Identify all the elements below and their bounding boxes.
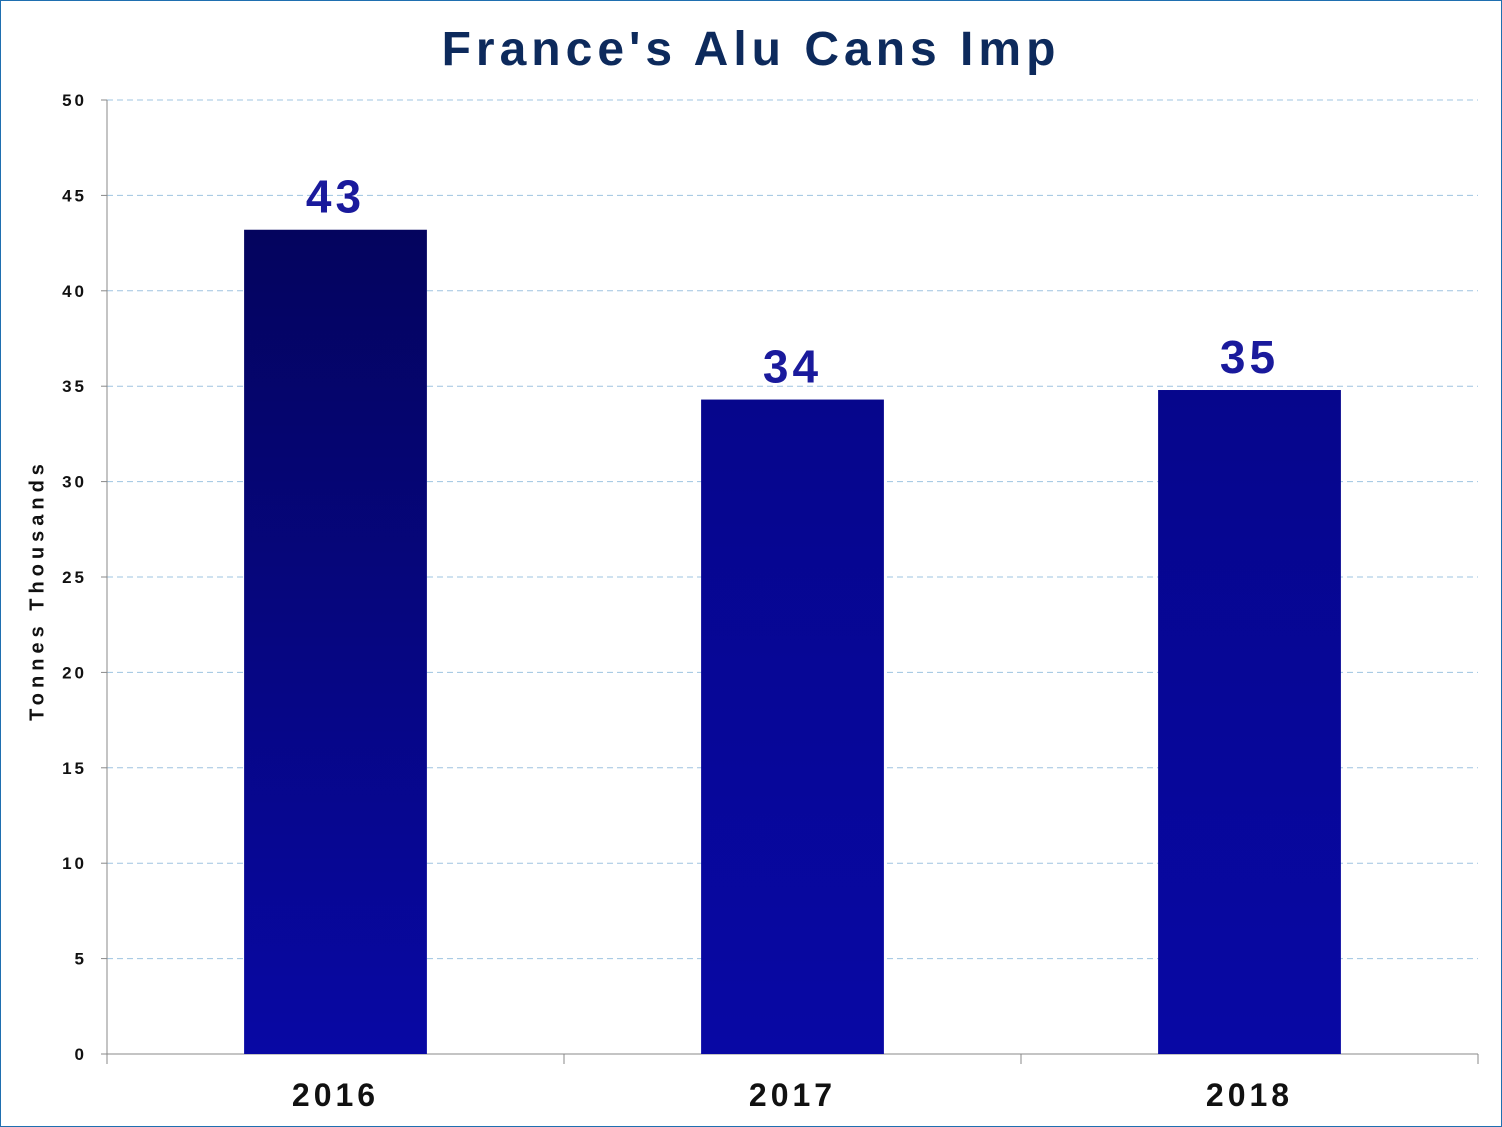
chart-title: France's Alu Cans Imp xyxy=(441,23,1061,76)
x-tick-label-2016: 2016 xyxy=(292,1077,379,1113)
y-tick-label: 45 xyxy=(62,186,87,205)
y-tick-label: 30 xyxy=(62,473,87,492)
data-label-2018: 35 xyxy=(1220,331,1279,383)
y-tick-label: 40 xyxy=(62,282,87,301)
data-label-2017: 34 xyxy=(763,341,822,393)
bar-2018 xyxy=(1158,390,1341,1054)
y-tick-label: 20 xyxy=(62,663,87,682)
bar-2016 xyxy=(244,229,427,1054)
y-tick-label: 50 xyxy=(62,91,87,110)
y-tick-label: 5 xyxy=(75,950,87,969)
data-label-2016: 43 xyxy=(306,171,365,223)
x-tick-label-2017: 2017 xyxy=(749,1077,836,1113)
y-tick-label: 0 xyxy=(75,1045,87,1064)
bar-2017 xyxy=(701,399,884,1054)
y-tick-label: 15 xyxy=(62,759,87,778)
y-tick-label: 35 xyxy=(62,377,87,396)
x-tick-label-2018: 2018 xyxy=(1206,1077,1293,1113)
y-tick-label: 25 xyxy=(62,568,87,587)
y-tick-label: 10 xyxy=(62,854,87,873)
